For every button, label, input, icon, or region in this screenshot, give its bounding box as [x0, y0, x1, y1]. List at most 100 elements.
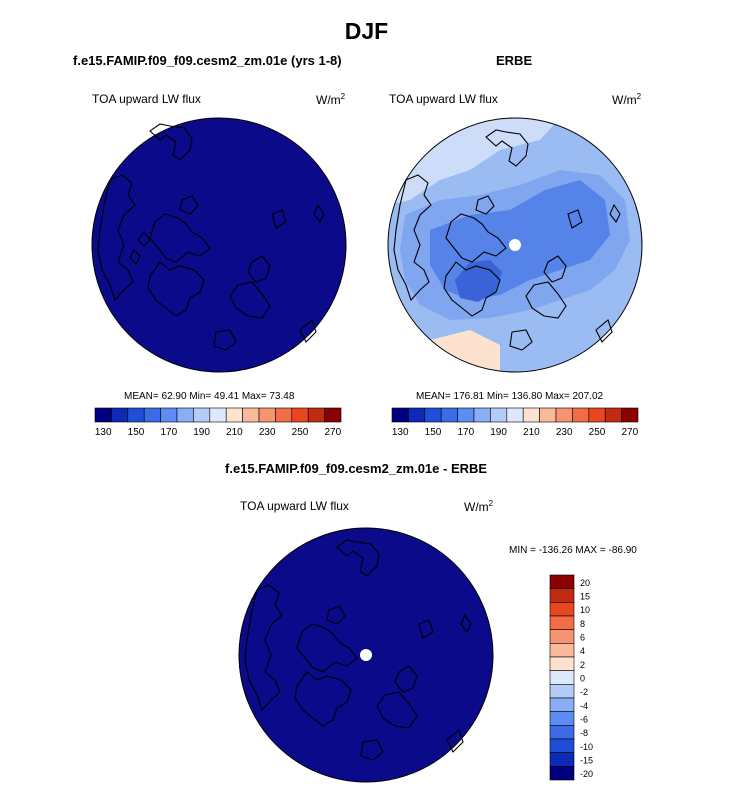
panel1-colorbar-swatch: [127, 407, 145, 423]
panel2-map: [387, 117, 643, 373]
panel3-colorbar-tick-label: -6: [580, 715, 588, 725]
panel3-colorbar-swatch: [549, 766, 575, 781]
panel3-stats: MIN = -136.26 MAX = -86.90: [509, 545, 637, 556]
panel3-colorbar-tick-label: 0: [580, 674, 585, 684]
panel1-map-disk: [91, 117, 347, 373]
panel3-colorbar-tick-label: -8: [580, 728, 588, 738]
panel2-stats: MEAN= 176.81 Min= 136.80 Max= 207.02: [416, 391, 604, 402]
panel3-colorbar-tick-label: 6: [580, 633, 585, 643]
panel2-colorbar-swatch: [506, 407, 524, 423]
panel2-variable: TOA upward LW flux: [389, 92, 498, 106]
panel3-colorbar-swatch: [549, 602, 575, 617]
panel2-colorbar: 130 150 170 190 210 230 250 270: [391, 407, 639, 438]
panel3-colorbar-swatch: [549, 643, 575, 658]
panel2-colorbar-swatch: [473, 407, 491, 423]
panel1-colorbar-swatch: [324, 407, 342, 423]
panel2-colorbar-swatch: [457, 407, 475, 423]
panel1-colorbar-swatch: [307, 407, 325, 423]
panel3-colorbar-swatch: [549, 588, 575, 603]
panel1-colorbar-tick-label: 230: [259, 427, 276, 438]
panel2-title: ERBE: [496, 53, 533, 68]
panel1-colorbar-swatch: [291, 407, 309, 423]
panel3-colorbar-tick-label: -10: [580, 742, 593, 752]
panel2-colorbar-swatch: [391, 407, 409, 423]
panel2-colorbar-swatch: [522, 407, 540, 423]
panel2-colorbar-swatch: [408, 407, 426, 423]
panel3-colorbar-swatch: [549, 656, 575, 671]
panel3-colorbar-tick-label: 15: [580, 592, 590, 602]
panel3-colorbar-tick-label: 4: [580, 646, 585, 656]
panel2-colorbar-swatch: [440, 407, 458, 423]
panel1-title: f.e15.FAMIP.f09_f09.cesm2_zm.01e (yrs 1-…: [73, 53, 342, 68]
panel1-colorbar-swatch: [193, 407, 211, 423]
panel1-variable: TOA upward LW flux: [92, 92, 201, 106]
panel3-colorbar-swatch: [549, 752, 575, 767]
panel3-map: [238, 527, 494, 783]
panel3-colorbar-tick-label: -4: [580, 701, 588, 711]
panel1-colorbar-swatch: [176, 407, 194, 423]
panel3-variable: TOA upward LW flux: [240, 499, 349, 513]
panel3-colorbar-swatch: [549, 738, 575, 753]
panel1-colorbar-tick-label: 270: [324, 427, 341, 438]
panel3-colorbar-swatch: [549, 725, 575, 740]
panel3-coastlines: [244, 539, 472, 761]
panel3-units: W/m2: [464, 499, 494, 514]
panel1-colorbar-tick-label: 210: [226, 427, 243, 438]
panel3-colorbar-swatch: [549, 711, 575, 726]
panel3-colorbar-tick-label: -2: [580, 687, 588, 697]
panel1-colorbar: 130 150 170 190 210 230 250 270: [94, 407, 342, 438]
panel2-colorbar-tick-label: 130: [392, 427, 409, 438]
panel1-colorbar-tick-label: 250: [292, 427, 309, 438]
panel3-colorbar-tick-label: 20: [580, 578, 590, 588]
panel3-colorbar-tick-label: 8: [580, 619, 585, 629]
panel1-coastlines: [97, 123, 325, 351]
panel3-title: f.e15.FAMIP.f09_f09.cesm2_zm.01e - ERBE: [225, 461, 488, 476]
panel1-colorbar-swatch: [111, 407, 129, 423]
panel2-colorbar-tick-label: 250: [589, 427, 606, 438]
panel1-colorbar-swatch: [209, 407, 227, 423]
panel2-colorbar-tick-label: 170: [457, 427, 474, 438]
panel2-colorbar-tick-label: 210: [523, 427, 540, 438]
panel3-colorbar-swatch: [549, 615, 575, 630]
panel1-colorbar-swatch: [242, 407, 260, 423]
panel2-colorbar-swatch: [604, 407, 622, 423]
panel2-colorbar-tick-label: 230: [556, 427, 573, 438]
panel2-colorbar-swatch: [588, 407, 606, 423]
panel3-colorbar-tick-label: 10: [580, 605, 590, 615]
panel1-colorbar-swatch: [94, 407, 112, 423]
panel2-coastlines: [393, 129, 621, 351]
panel1-colorbar-swatch: [258, 407, 276, 423]
panel1-colorbar-swatch: [275, 407, 293, 423]
panel1-colorbar-tick-label: 130: [95, 427, 112, 438]
panel3-colorbar-swatch: [549, 574, 575, 589]
panel2-colorbar-swatch: [424, 407, 442, 423]
panel1-units: W/m2: [316, 92, 346, 107]
panel1-colorbar-swatch: [160, 407, 178, 423]
panel1-stats: MEAN= 62.90 Min= 49.41 Max= 73.48: [124, 391, 295, 402]
panel1-map: [91, 117, 347, 373]
panel1-colorbar-tick-label: 190: [193, 427, 210, 438]
panel3-pole-mask: [360, 649, 372, 661]
panel3-colorbar-swatch: [549, 697, 575, 712]
panel3-colorbar-tick-label: -15: [580, 756, 593, 766]
panel2-colorbar-swatch: [555, 407, 573, 423]
panel3-colorbar-swatch: [549, 629, 575, 644]
panel2-colorbar-swatch: [621, 407, 639, 423]
panel1-colorbar-swatch: [143, 407, 161, 423]
panel2-colorbar-swatch: [490, 407, 508, 423]
panel2-colorbar-swatch: [539, 407, 557, 423]
panel2-map-border: [387, 117, 643, 373]
panel2-colorbar-tick-label: 190: [490, 427, 507, 438]
panel2-colorbar-tick-label: 150: [425, 427, 442, 438]
panel2-colorbar-swatch: [572, 407, 590, 423]
panel3-colorbar-tick-label: -20: [580, 769, 593, 779]
panel3-colorbar-tick-label: 2: [580, 660, 585, 670]
panel2-units: W/m2: [612, 92, 642, 107]
panel1-colorbar-swatch: [225, 407, 243, 423]
figure-title: DJF: [344, 18, 389, 44]
panel3-colorbar-swatch: [549, 670, 575, 685]
panel1-colorbar-tick-label: 170: [160, 427, 177, 438]
panel2-pole-mask: [509, 239, 521, 251]
